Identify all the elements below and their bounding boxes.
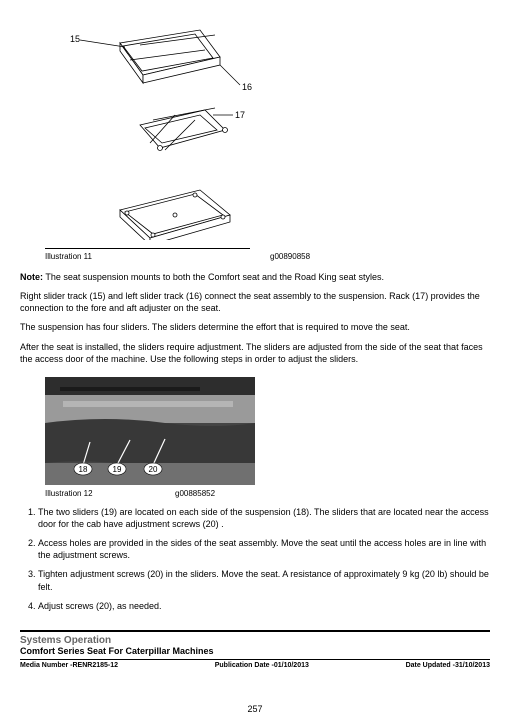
illustration-12-label: Illustration 12 (45, 489, 175, 498)
footer-subtitle: Comfort Series Seat For Caterpillar Mach… (20, 646, 490, 656)
note-text: The seat suspension mounts to both the C… (43, 272, 384, 282)
callout-20: 20 (149, 465, 158, 474)
footer-date-updated: Date Updated -31/10/2013 (406, 662, 490, 669)
illustration-11-svg: 15 16 17 (45, 15, 255, 240)
step-1: The two sliders (19) are located on each… (38, 506, 490, 530)
illustration-11-code: g00890858 (270, 252, 310, 261)
page-footer: Systems Operation Comfort Series Seat Fo… (20, 630, 490, 669)
illustration-11: 15 16 17 (45, 15, 255, 240)
illustration-11-rule (45, 248, 250, 249)
footer-pub-date: Publication Date -01/10/2013 (215, 662, 309, 669)
page-number: 257 (247, 704, 262, 714)
callout-15: 15 (70, 34, 80, 44)
step-2: Access holes are provided in the sides o… (38, 537, 490, 561)
illustration-11-label: Illustration 11 (45, 252, 270, 261)
illustration-12-code: g00885852 (175, 489, 215, 498)
illustration-12-svg: 18 19 20 (45, 377, 255, 485)
illustration-11-caption: Illustration 11 g00890858 (45, 252, 490, 261)
step-4: Adjust screws (20), as needed. (38, 600, 490, 612)
footer-media-number: Media Number -RENR2185-12 (20, 662, 118, 669)
paragraph-1: Right slider track (15) and left slider … (20, 290, 490, 314)
footer-meta: Media Number -RENR2185-12 Publication Da… (20, 659, 490, 669)
note-paragraph: Note: The seat suspension mounts to both… (20, 271, 490, 283)
callout-17: 17 (235, 110, 245, 120)
adjustment-steps: The two sliders (19) are located on each… (20, 506, 490, 612)
callout-19: 19 (113, 465, 122, 474)
paragraph-3: After the seat is installed, the sliders… (20, 341, 490, 365)
illustration-12-caption: Illustration 12 g00885852 (45, 489, 490, 498)
callout-16: 16 (242, 82, 252, 92)
illustration-12: 18 19 20 (45, 377, 255, 485)
paragraph-2: The suspension has four sliders. The sli… (20, 321, 490, 333)
footer-title: Systems Operation (20, 635, 490, 646)
step-3: Tighten adjustment screws (20) in the sl… (38, 568, 490, 592)
callout-18: 18 (79, 465, 88, 474)
note-label: Note: (20, 272, 43, 282)
